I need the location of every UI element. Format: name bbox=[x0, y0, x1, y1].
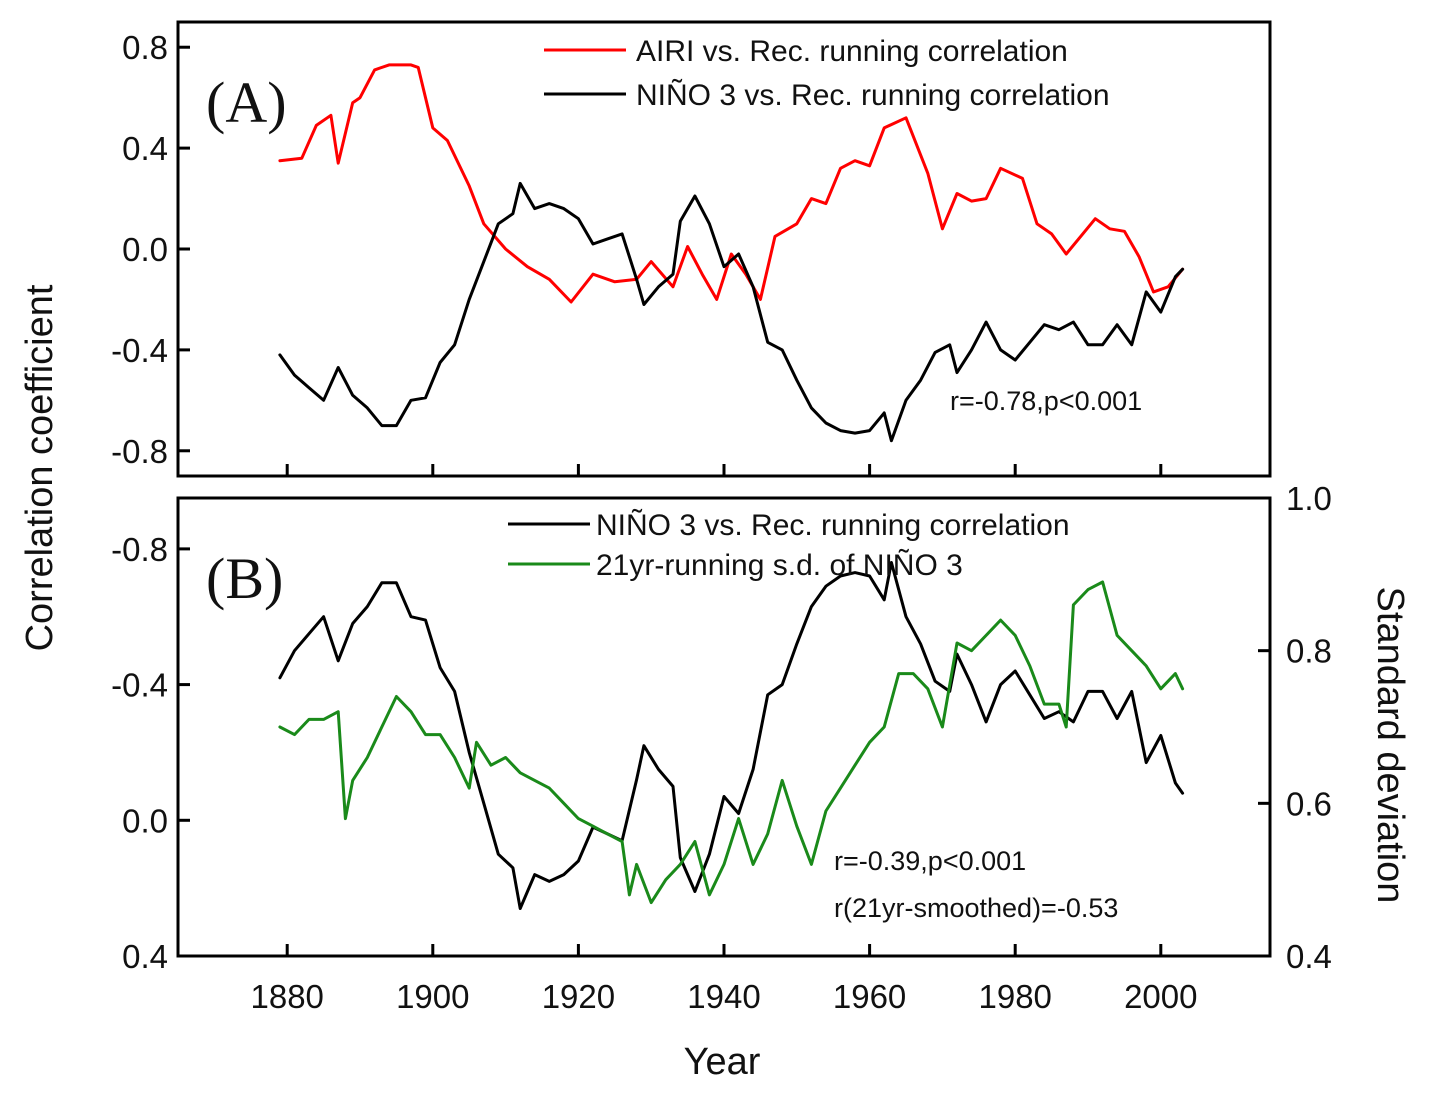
legend-label-nino3: NIÑO 3 vs. Rec. running correlation bbox=[636, 78, 1110, 112]
y-tick-label: 0.4 bbox=[122, 938, 168, 975]
x-axis-title: Year bbox=[684, 1041, 761, 1083]
legend-label-sd: 21yr-running s.d. of NIÑO 3 bbox=[596, 548, 963, 582]
y-tick-label: 0.8 bbox=[122, 29, 168, 66]
panel-b-label: (B) bbox=[206, 546, 283, 611]
panel-b-y-axis-right: 1.0 0.8 0.6 0.4 bbox=[1258, 480, 1332, 975]
panel-a-annotation: r=-0.78,p<0.001 bbox=[950, 386, 1142, 416]
panel-b-series bbox=[278, 561, 1185, 910]
series-line-second bbox=[278, 181, 1185, 443]
y-right-tick-label: 0.6 bbox=[1286, 785, 1332, 822]
y-tick-label: 0.0 bbox=[122, 231, 168, 268]
panel-b-legend: NIÑO 3 vs. Rec. running correlation 21yr… bbox=[508, 508, 1070, 582]
y-tick-label: -0.8 bbox=[111, 433, 168, 470]
panel-a: 0.8 0.4 0.0 -0.4 -0.8 (A) AIRI vs. Rec. runn… bbox=[111, 20, 1272, 478]
panel-a-legend: AIRI vs. Rec. running correlation NIÑO 3… bbox=[544, 35, 1110, 112]
y-axis-title-right: Standard deviation bbox=[1369, 587, 1411, 904]
x-tick-label: 1980 bbox=[978, 978, 1051, 1015]
y-tick-label: -0.4 bbox=[111, 332, 168, 369]
x-tick-label: 1940 bbox=[687, 978, 760, 1015]
panel-a-series bbox=[278, 63, 1185, 443]
series-line-first bbox=[278, 561, 1185, 910]
panel-b: -0.8 -0.4 0.0 0.4 1.0 0.8 0.6 0.4 1880 1900 1920… bbox=[111, 480, 1332, 1015]
y-tick-label: -0.8 bbox=[111, 531, 168, 568]
x-tick-label: 2000 bbox=[1124, 978, 1197, 1015]
y-tick-label: 0.0 bbox=[122, 802, 168, 839]
y-right-tick-label: 0.8 bbox=[1286, 633, 1332, 670]
x-tick-label: 1920 bbox=[542, 978, 615, 1015]
legend-label-nino3-b: NIÑO 3 vs. Rec. running correlation bbox=[596, 508, 1070, 542]
x-tick-label: 1880 bbox=[250, 978, 323, 1015]
y-right-tick-label: 0.4 bbox=[1286, 938, 1332, 975]
y-axis-title-left: Correlation coefficient bbox=[19, 284, 61, 651]
y-right-tick-label: 1.0 bbox=[1286, 480, 1332, 517]
x-tick-label: 1960 bbox=[833, 978, 906, 1015]
panel-a-label: (A) bbox=[206, 70, 287, 135]
x-tick-label: 1900 bbox=[396, 978, 469, 1015]
legend-label-airi: AIRI vs. Rec. running correlation bbox=[636, 35, 1068, 68]
panel-b-x-axis: 1880 1900 1920 1940 1960 1980 2000 bbox=[250, 944, 1198, 1015]
y-tick-label: -0.4 bbox=[111, 667, 168, 704]
panel-a-y-axis: 0.8 0.4 0.0 -0.4 -0.8 bbox=[111, 29, 190, 470]
panel-b-y-axis-left: -0.8 -0.4 0.0 0.4 bbox=[111, 531, 190, 975]
series-line-first bbox=[278, 63, 1185, 304]
y-tick-label: 0.4 bbox=[122, 130, 168, 167]
series-line-second bbox=[278, 580, 1185, 905]
panel-a-x-axis bbox=[285, 464, 1163, 476]
panel-b-annotation-r: r=-0.39,p<0.001 bbox=[834, 846, 1026, 876]
panel-b-annotation-smoothed: r(21yr-smoothed)=-0.53 bbox=[834, 893, 1118, 923]
